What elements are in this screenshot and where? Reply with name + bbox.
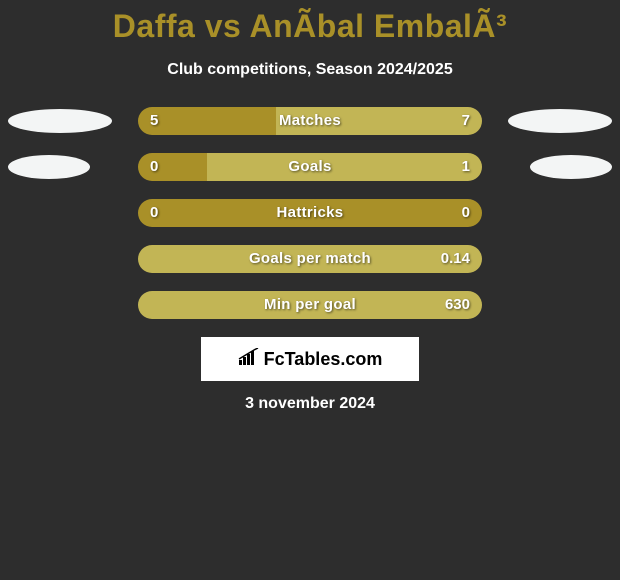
stat-label: Matches <box>138 107 482 135</box>
player-left-name: Daffa <box>113 8 196 44</box>
stat-left-value: 5 <box>150 107 158 135</box>
date-text: 3 november 2024 <box>0 395 620 413</box>
stat-label: Goals <box>138 153 482 181</box>
stat-right-value: 7 <box>462 107 470 135</box>
side-ellipse-left <box>8 155 90 179</box>
logo-text: FcTables.com <box>264 349 383 370</box>
comparison-chart: Matches57Goals01Hattricks00Goals per mat… <box>0 107 620 319</box>
stat-bar: Matches5 7 <box>138 107 482 135</box>
stat-right-value: 630 <box>445 291 470 319</box>
stat-row: Hattricks0 0 <box>0 199 620 227</box>
stat-row: Min per goal630 <box>0 291 620 319</box>
stat-left-value: 0 <box>150 199 158 227</box>
stat-bar: Hattricks0 0 <box>138 199 482 227</box>
stat-bar: Min per goal630 <box>138 291 482 319</box>
side-ellipse-right <box>530 155 612 179</box>
title-vs: vs <box>195 8 249 44</box>
stat-bar: Goals per match0.14 <box>138 245 482 273</box>
player-right-name: AnÃ­bal EmbalÃ³ <box>250 8 508 44</box>
side-ellipse-right <box>508 109 612 133</box>
stat-row: Goals0 1 <box>0 153 620 181</box>
subtitle: Club competitions, Season 2024/2025 <box>0 61 620 79</box>
stat-label: Hattricks <box>138 199 482 227</box>
stat-right-value: 0.14 <box>441 245 470 273</box>
stat-row: Matches5 7 <box>0 107 620 135</box>
stat-right-value: 1 <box>462 153 470 181</box>
stat-right-value: 0 <box>462 199 470 227</box>
stat-bar: Goals0 1 <box>138 153 482 181</box>
stat-label: Goals per match <box>138 245 482 273</box>
page-title: Daffa vs AnÃ­bal EmbalÃ³ <box>0 0 620 45</box>
stat-label: Min per goal <box>138 291 482 319</box>
logo: FcTables.com <box>238 348 383 371</box>
logo-box: FcTables.com <box>201 337 419 381</box>
stat-left-value: 0 <box>150 153 158 181</box>
stat-row: Goals per match0.14 <box>0 245 620 273</box>
bar-chart-icon <box>238 348 260 371</box>
side-ellipse-left <box>8 109 112 133</box>
